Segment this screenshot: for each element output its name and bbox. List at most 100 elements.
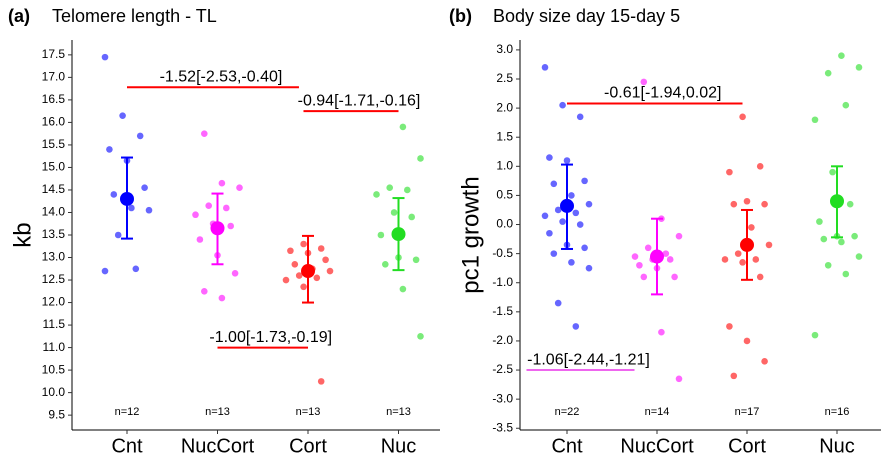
data-point bbox=[662, 250, 670, 257]
data-point bbox=[631, 253, 639, 260]
data-point bbox=[675, 375, 683, 383]
data-point bbox=[546, 154, 553, 161]
data-point bbox=[300, 240, 307, 248]
data-point bbox=[734, 250, 742, 257]
data-point bbox=[811, 331, 819, 339]
y-tick-label: 16.0 bbox=[42, 115, 66, 129]
y-tick-label: 10.5 bbox=[42, 362, 66, 376]
data-point bbox=[554, 299, 562, 307]
y-tick-label: 3.0 bbox=[496, 42, 513, 56]
data-point bbox=[236, 184, 243, 192]
data-point bbox=[739, 113, 746, 121]
data-point bbox=[550, 180, 558, 188]
data-point bbox=[377, 231, 385, 239]
data-point bbox=[576, 113, 584, 121]
data-point bbox=[136, 132, 144, 140]
data-point bbox=[756, 163, 764, 170]
data-point bbox=[855, 253, 863, 260]
data-point bbox=[851, 232, 858, 240]
data-point bbox=[417, 155, 424, 162]
data-point bbox=[404, 186, 411, 194]
data-point bbox=[390, 209, 398, 216]
data-point bbox=[568, 259, 575, 266]
mean-point bbox=[120, 191, 134, 206]
data-point bbox=[231, 269, 239, 277]
data-point bbox=[317, 245, 325, 252]
data-point bbox=[829, 168, 836, 176]
annotation-text: -1.52[-2.53,-0.40] bbox=[160, 69, 283, 86]
x-tick-label: Nuc bbox=[381, 435, 417, 457]
data-point bbox=[218, 179, 226, 187]
y-tick-label: 14.0 bbox=[42, 205, 66, 219]
data-point bbox=[128, 204, 135, 212]
data-point bbox=[417, 333, 424, 340]
n-label: n=13 bbox=[296, 406, 321, 418]
annotation-text: -0.61[-1.94,0.02] bbox=[604, 85, 721, 102]
data-point bbox=[227, 222, 234, 230]
data-point bbox=[373, 191, 380, 198]
data-point bbox=[541, 212, 549, 220]
y-tick-label: 10.0 bbox=[42, 385, 66, 399]
chart-title: Body size day 15-day 5 bbox=[493, 6, 680, 26]
y-tick-label: 1.0 bbox=[496, 158, 513, 172]
mean-point bbox=[740, 237, 754, 252]
data-point bbox=[640, 78, 648, 86]
n-label: n=13 bbox=[205, 406, 230, 418]
data-point bbox=[223, 204, 230, 212]
y-tick-label: 0.0 bbox=[496, 217, 513, 231]
y-tick-label: 9.5 bbox=[48, 407, 65, 421]
y-tick-label: 12.5 bbox=[42, 272, 66, 286]
data-point bbox=[816, 218, 823, 225]
data-point bbox=[399, 123, 407, 131]
data-point bbox=[541, 64, 549, 71]
data-point bbox=[576, 221, 584, 228]
data-point bbox=[585, 200, 593, 208]
x-tick-label: Cort bbox=[728, 435, 766, 457]
data-point bbox=[568, 192, 575, 199]
y-tick-label: 12.0 bbox=[42, 295, 66, 309]
mean-point bbox=[560, 198, 574, 213]
n-label: n=16 bbox=[825, 406, 850, 418]
annotation-text: -1.00[-1.73,-0.19] bbox=[209, 329, 332, 346]
data-point bbox=[386, 184, 394, 192]
data-point bbox=[675, 232, 683, 240]
data-point bbox=[554, 206, 562, 214]
y-tick-label: 11.0 bbox=[43, 340, 66, 354]
mean-point bbox=[301, 264, 315, 279]
data-point bbox=[412, 256, 420, 264]
data-point bbox=[640, 273, 648, 281]
y-tick-label: -3.0 bbox=[492, 391, 513, 405]
data-point bbox=[196, 236, 204, 243]
data-point bbox=[820, 235, 828, 243]
data-point bbox=[572, 209, 580, 217]
y-tick-label: -2.5 bbox=[492, 362, 513, 376]
n-label: n=22 bbox=[555, 406, 580, 418]
n-label: n=12 bbox=[115, 406, 140, 418]
panel-label: (a) bbox=[8, 6, 30, 26]
data-point bbox=[141, 184, 148, 192]
panel-label: (b) bbox=[449, 6, 472, 26]
x-tick-label: Cort bbox=[289, 435, 327, 457]
data-point bbox=[322, 256, 329, 264]
y-tick-label: -3.5 bbox=[492, 420, 513, 434]
y-tick-label: 13.5 bbox=[42, 227, 66, 241]
data-point bbox=[282, 276, 290, 284]
data-point bbox=[114, 231, 122, 239]
data-point bbox=[572, 323, 580, 330]
y-tick-label: -2.0 bbox=[492, 333, 513, 347]
data-point bbox=[855, 64, 863, 71]
y-tick-label: 14.5 bbox=[42, 182, 66, 196]
mean-point bbox=[210, 221, 225, 236]
data-point bbox=[761, 200, 768, 208]
data-point bbox=[317, 378, 325, 385]
data-point bbox=[658, 328, 665, 336]
data-point bbox=[563, 157, 571, 164]
data-point bbox=[636, 261, 643, 269]
data-point bbox=[201, 287, 208, 295]
data-point bbox=[585, 264, 593, 272]
mean-point bbox=[391, 227, 406, 242]
data-point bbox=[546, 229, 553, 237]
data-point bbox=[295, 272, 303, 279]
y-tick-label: 0.5 bbox=[496, 188, 513, 202]
